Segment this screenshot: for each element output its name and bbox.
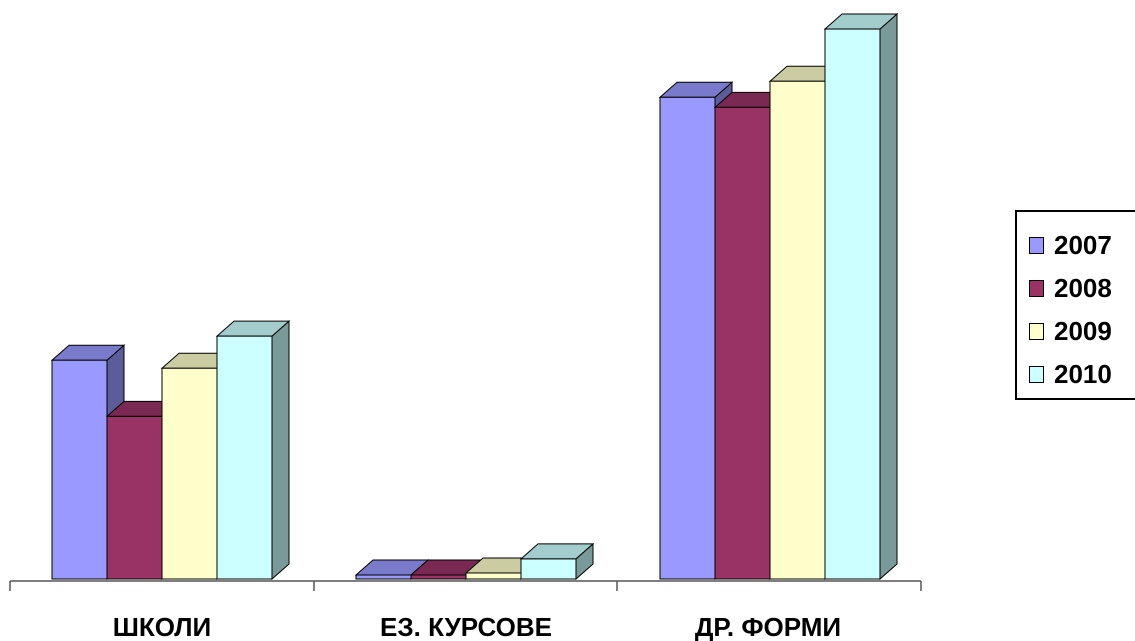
- bars-layer: [50, 12, 899, 581]
- bar-front-2007-1: [355, 574, 412, 580]
- bar-front-2007-0: [51, 359, 108, 580]
- legend-swatch-2007: [1029, 236, 1044, 254]
- bar-front-2007-2: [659, 96, 716, 580]
- bar-front-2008-1: [410, 574, 467, 580]
- bar-front-2008-2: [714, 106, 771, 580]
- legend-swatch-2009: [1029, 322, 1044, 340]
- bar-front-2009-0: [161, 367, 218, 580]
- bar-2010-1: [519, 542, 595, 581]
- legend-label-2007: 2007: [1054, 229, 1112, 260]
- bar-front-2010-0: [216, 335, 273, 580]
- legend-label-2010: 2010: [1054, 358, 1112, 389]
- legend-swatch-2008: [1029, 279, 1044, 297]
- legend: 2007 2008 2009 2010: [1015, 210, 1135, 400]
- bar-front-2010-1: [520, 558, 577, 580]
- bar-2010-0: [215, 320, 291, 581]
- bar-front-2009-1: [465, 572, 522, 580]
- bar-front-2010-2: [824, 28, 881, 580]
- legend-item-2008: 2008: [1029, 273, 1112, 303]
- bar-side-2010-2: [879, 12, 898, 581]
- category-label-2: ДР. ФОРМИ: [695, 612, 841, 641]
- category-label-1: ЕЗ. КУРСОВЕ: [380, 612, 552, 641]
- legend-label-2009: 2009: [1054, 315, 1112, 346]
- x-axis-ticks: [9, 581, 922, 591]
- legend-item-2007: 2007: [1029, 230, 1112, 260]
- bar-front-2009-2: [769, 80, 826, 580]
- bar-2010-2: [823, 12, 899, 581]
- legend-swatch-2010: [1029, 365, 1044, 383]
- bar-side-2010-0: [271, 320, 290, 581]
- bar-front-2008-0: [106, 415, 163, 580]
- legend-item-2009: 2009: [1029, 316, 1112, 346]
- category-label-0: ШКОЛИ: [113, 612, 212, 641]
- legend-item-2010: 2010: [1029, 359, 1112, 389]
- legend-label-2008: 2008: [1054, 272, 1112, 303]
